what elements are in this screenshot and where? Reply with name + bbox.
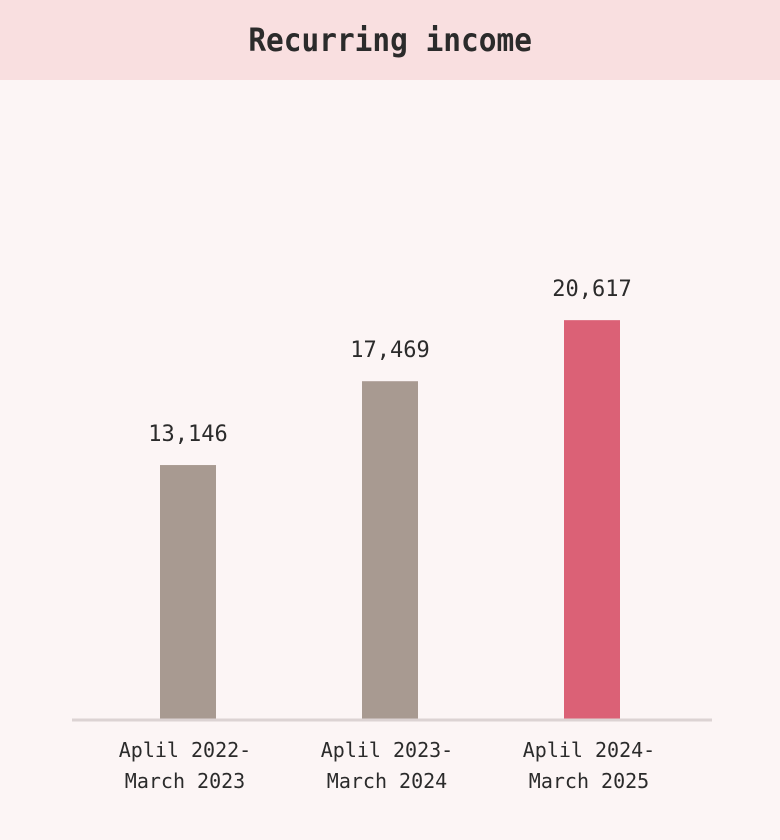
bars-layer: [160, 320, 620, 720]
bar-value-label-3: 20,617: [552, 277, 631, 302]
bar-2: [362, 381, 418, 720]
category-label-1-line-2: March 2023: [125, 769, 245, 793]
bar-value-label-2: 17,469: [350, 338, 429, 363]
category-label-1-line-1: Aplil 2022-: [119, 738, 251, 762]
category-label-3-line-1: Aplil 2024-: [523, 738, 655, 762]
bar-1: [160, 465, 216, 720]
bar-chart: 13,146 Aplil 2022- March 2023 17,469 Aplil 2…: [72, 277, 712, 793]
bar-3: [564, 320, 620, 720]
chart-title: Recurring income: [248, 21, 532, 59]
bar-value-label-1: 13,146: [148, 422, 227, 447]
category-label-2-line-1: Aplil 2023-: [321, 738, 453, 762]
chart-header: Recurring income: [0, 0, 780, 80]
labels-layer: 13,146 Aplil 2022- March 2023 17,469 Aplil 2…: [119, 277, 655, 793]
category-label-3-line-2: March 2025: [529, 769, 649, 793]
category-label-2-line-2: March 2024: [327, 769, 447, 793]
